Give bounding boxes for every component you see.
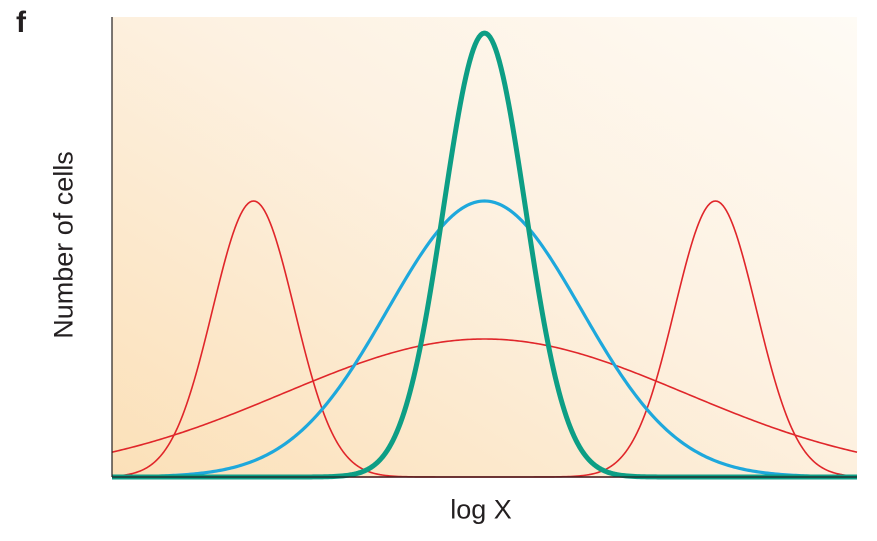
blue-curve bbox=[111, 199, 858, 479]
y-axis-label: Number of cells bbox=[48, 151, 79, 339]
plot-background bbox=[112, 17, 857, 477]
x-axis-label: log X bbox=[450, 494, 512, 525]
panel-letter: f bbox=[16, 6, 26, 39]
broad-red-curve bbox=[111, 338, 858, 453]
